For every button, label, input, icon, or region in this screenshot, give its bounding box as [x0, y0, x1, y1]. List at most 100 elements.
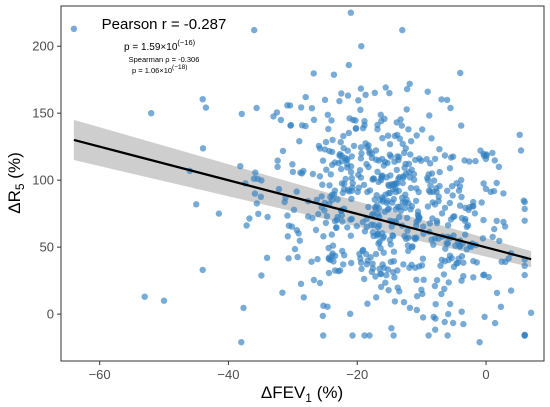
data-point — [315, 210, 322, 218]
data-point — [385, 189, 392, 197]
data-point — [425, 171, 432, 178]
data-point — [419, 126, 426, 133]
data-point — [363, 160, 370, 168]
data-point — [337, 139, 344, 146]
data-point — [407, 138, 415, 145]
data-point — [521, 331, 528, 338]
data-point — [432, 326, 439, 333]
data-point — [412, 197, 420, 205]
data-point — [255, 210, 262, 217]
data-point — [437, 262, 444, 269]
data-point — [377, 283, 385, 291]
data-point — [507, 287, 515, 294]
data-point — [412, 236, 419, 243]
data-point — [296, 138, 303, 145]
data-point — [148, 110, 155, 117]
y-tick-label: 0 — [47, 307, 54, 322]
data-point — [358, 265, 365, 273]
data-point — [386, 89, 393, 97]
data-point — [415, 214, 423, 222]
data-point — [435, 197, 442, 205]
data-point — [327, 193, 334, 201]
data-point — [339, 218, 346, 225]
data-point — [310, 276, 318, 284]
data-point — [407, 151, 414, 158]
data-point — [347, 310, 354, 317]
data-point — [369, 229, 377, 236]
data-point — [373, 294, 380, 301]
data-point — [469, 202, 476, 210]
data-point — [340, 261, 347, 268]
data-point — [442, 245, 449, 252]
data-point — [491, 157, 498, 164]
data-point — [470, 274, 477, 281]
data-point — [462, 231, 469, 238]
data-point — [324, 111, 331, 119]
data-point — [378, 174, 385, 181]
data-point — [419, 255, 427, 262]
data-point — [440, 271, 448, 278]
data-point — [431, 155, 439, 163]
data-point — [404, 242, 412, 249]
data-point — [496, 237, 503, 245]
data-point — [275, 185, 283, 193]
data-point — [202, 104, 210, 111]
data-point — [420, 276, 427, 283]
data-point — [490, 187, 498, 195]
data-point — [382, 279, 389, 286]
data-point — [378, 117, 385, 125]
data-point — [316, 279, 324, 287]
data-point — [391, 298, 399, 305]
data-point — [345, 61, 352, 69]
data-point — [413, 306, 420, 314]
y-tick-label: 200 — [32, 39, 54, 54]
data-point — [334, 196, 341, 203]
data-point — [298, 104, 305, 111]
data-point — [521, 262, 528, 269]
data-point — [380, 233, 387, 240]
data-point — [405, 234, 412, 241]
data-point — [288, 223, 296, 230]
data-point — [399, 179, 406, 187]
data-point — [370, 175, 377, 182]
data-point — [491, 319, 499, 327]
data-point — [246, 215, 253, 222]
data-point — [380, 162, 387, 169]
data-point — [521, 205, 528, 213]
data-point — [279, 289, 286, 296]
data-point — [448, 255, 455, 262]
data-point — [333, 216, 341, 224]
data-point — [396, 135, 403, 142]
data-point — [365, 203, 372, 211]
data-point — [387, 172, 394, 179]
y-axis: 0 50 100 150 200 — [32, 39, 61, 322]
data-point — [449, 319, 457, 327]
data-point — [365, 142, 372, 149]
data-point — [390, 332, 397, 339]
data-point — [482, 155, 490, 163]
data-point — [293, 188, 300, 195]
data-point — [285, 255, 292, 262]
data-point — [341, 252, 348, 259]
data-point — [386, 141, 394, 148]
data-point — [493, 217, 500, 225]
data-point — [312, 226, 320, 234]
data-point — [331, 267, 339, 274]
data-point — [348, 195, 355, 202]
data-point — [399, 194, 406, 201]
data-point — [445, 310, 452, 318]
y-axis-title: ΔR5 (%) — [5, 152, 27, 214]
data-point — [401, 149, 408, 157]
data-point — [418, 286, 425, 293]
data-point — [424, 177, 432, 184]
data-point — [313, 196, 320, 204]
data-point — [429, 199, 436, 206]
data-point — [352, 117, 359, 124]
data-point — [309, 170, 317, 178]
data-point — [141, 293, 148, 300]
data-point — [413, 293, 421, 300]
data-point — [426, 112, 433, 119]
data-point — [521, 217, 528, 224]
data-point — [417, 157, 425, 164]
